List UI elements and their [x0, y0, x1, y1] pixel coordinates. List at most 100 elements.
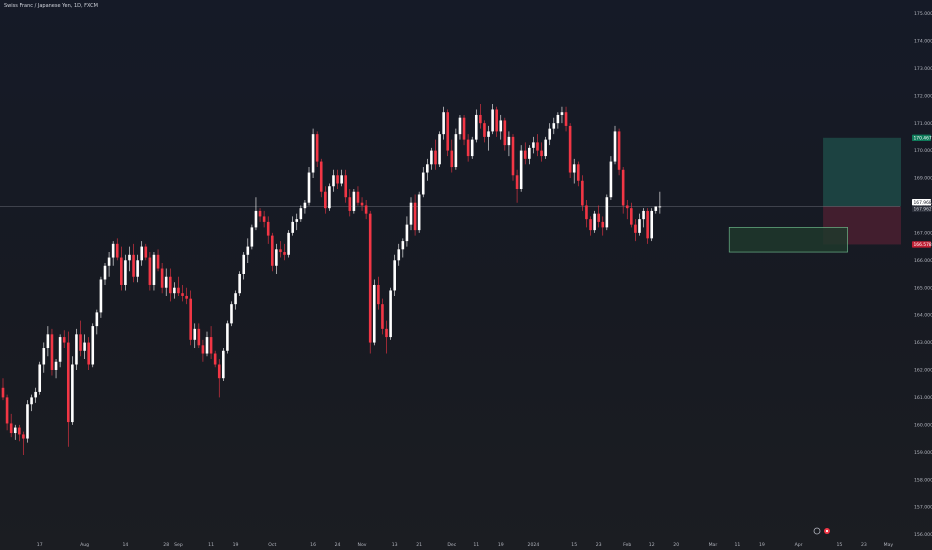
candle-body	[185, 295, 188, 299]
candle-body	[646, 210, 649, 239]
candle-body	[544, 139, 547, 157]
candle-body	[5, 397, 9, 424]
event-icon[interactable]	[813, 527, 821, 535]
stop-price-tag: 166.578	[914, 242, 932, 248]
candle-body	[630, 208, 633, 225]
candle-body	[111, 243, 115, 258]
candle-body	[519, 150, 523, 189]
candle-body	[205, 337, 209, 354]
candle-body	[46, 334, 50, 349]
candle-body	[413, 202, 417, 231]
candle-body	[356, 191, 360, 203]
x-tick-label: Dec	[447, 542, 456, 548]
candle-body	[22, 434, 25, 439]
candle-body	[426, 164, 429, 173]
candle-body	[462, 117, 466, 140]
x-tick-label: 11	[734, 542, 740, 548]
y-tick-label: 165.000	[914, 285, 932, 291]
candle-body	[291, 221, 294, 233]
y-tick-label: 171.000	[914, 121, 932, 127]
candle-body	[250, 227, 254, 247]
candle-body	[156, 254, 160, 269]
candle-body	[136, 260, 139, 277]
x-tick-label: 23	[596, 542, 602, 548]
candle-body	[30, 397, 33, 405]
target-price-tag-bg	[912, 134, 931, 141]
profit-zone[interactable]	[823, 137, 901, 207]
candle-body	[66, 342, 70, 423]
candle-body	[450, 150, 454, 168]
x-tick-label: 12	[649, 542, 655, 548]
x-tick-label: 24	[335, 542, 341, 548]
x-tick-label: 19	[759, 542, 765, 548]
x-tick-label: 17	[37, 542, 43, 548]
candle-body	[446, 112, 450, 151]
candle-body	[572, 164, 576, 173]
candle-body	[307, 172, 311, 203]
candle-body	[593, 213, 596, 231]
candle-body	[344, 175, 348, 198]
candle-body	[50, 334, 54, 370]
y-tick-label: 161.000	[914, 395, 932, 401]
candle-body	[238, 274, 241, 294]
candle-body	[160, 268, 164, 288]
candle-body	[503, 120, 507, 146]
candle-body	[107, 257, 111, 266]
support-zone[interactable]	[728, 227, 848, 253]
candle-body	[434, 150, 437, 165]
y-tick-label: 169.000	[914, 176, 932, 182]
candle-body	[589, 219, 592, 231]
candle-body	[479, 114, 482, 124]
candle-body	[201, 345, 205, 354]
candle-body	[295, 219, 299, 222]
candle-body	[9, 423, 13, 434]
candle-body	[234, 293, 237, 305]
candle-body	[483, 123, 486, 137]
y-tick-label: 162.000	[914, 368, 932, 374]
candle-body	[658, 206, 662, 208]
candle-body	[417, 194, 421, 231]
candle-body	[91, 326, 95, 365]
candle-body	[287, 232, 290, 255]
y-tick-label: 156.000	[914, 532, 932, 538]
candle-body	[532, 142, 535, 148]
candle-body	[511, 136, 515, 176]
candle-body	[364, 205, 368, 214]
candle-body	[95, 312, 99, 327]
candle-body	[430, 150, 433, 165]
candle-body	[152, 254, 156, 285]
candle-body	[348, 197, 352, 211]
candle-body	[42, 348, 46, 365]
chart-title: Swiss Franc / Japanese Yen, 1D, FXCM	[4, 3, 98, 9]
candle-body	[148, 257, 152, 285]
candle-body	[83, 342, 86, 351]
candle-body	[266, 221, 270, 236]
x-tick-label: Oct	[268, 542, 276, 548]
candle-body	[556, 114, 560, 124]
y-tick-label: 163.000	[914, 340, 932, 346]
candle-body	[617, 131, 621, 170]
candle-body	[470, 139, 474, 157]
candle-body	[601, 221, 605, 228]
candle-body	[62, 337, 66, 343]
y-tick-label: 173.000	[914, 66, 932, 72]
candle-body	[1, 387, 5, 398]
candle-body	[597, 213, 600, 222]
x-tick-label: Nov	[358, 542, 367, 548]
candle-body	[650, 210, 654, 239]
x-tick-label: 19	[233, 542, 239, 548]
candle-body	[454, 134, 458, 168]
x-tick-label: 19	[498, 542, 504, 548]
candle-body	[124, 260, 127, 285]
x-tick-label: 2024	[528, 542, 540, 548]
candle-body	[458, 117, 462, 135]
candle-body	[397, 249, 401, 261]
candle-body	[368, 213, 372, 343]
candle-body	[336, 175, 339, 184]
y-tick-label: 158.000	[914, 477, 932, 483]
candle-body	[71, 364, 74, 423]
y-tick-label: 174.000	[914, 39, 932, 45]
candle-body	[552, 123, 556, 129]
